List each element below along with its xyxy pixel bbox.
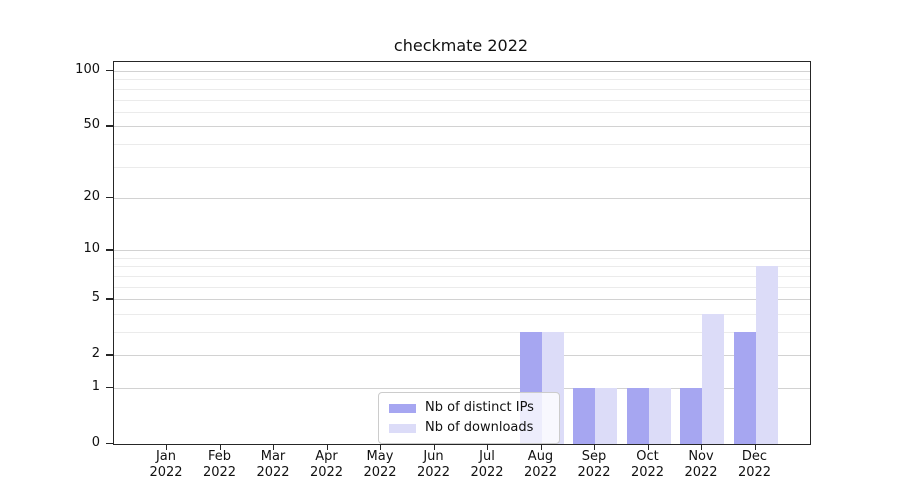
- plot-area: [113, 61, 811, 445]
- gridline-major-2: [114, 355, 810, 357]
- x-tick-label-jul: Jul 2022: [470, 449, 504, 480]
- y-tick-label-1: 1: [91, 379, 100, 394]
- gridline-minor-30: [114, 166, 810, 168]
- legend-swatch-distinct-ips-icon: [389, 403, 416, 413]
- x-tick-mark-sep: [594, 444, 596, 450]
- x-tick-mark-aug: [540, 444, 542, 450]
- legend-label-distinct-ips: Nb of distinct IPs: [425, 400, 534, 415]
- gridline-minor-4: [114, 313, 810, 315]
- y-tick-label-100: 100: [75, 62, 100, 77]
- bar-distinct-ips-nov: [680, 388, 702, 444]
- x-tick-mark-jun: [433, 444, 435, 450]
- x-tick-label-may: May 2022: [363, 449, 397, 480]
- bar-distinct-ips-oct: [626, 388, 649, 444]
- x-tick-label-dec: Dec 2022: [737, 449, 772, 480]
- y-tick-label-20: 20: [83, 188, 100, 204]
- legend: Nb of distinct IPs Nb of downloads: [378, 392, 560, 444]
- legend-item-downloads: Nb of downloads: [389, 421, 549, 435]
- gridline-minor-3: [114, 332, 810, 333]
- y-tick-mark-100: [106, 70, 113, 72]
- x-tick-label-feb: Feb 2022: [202, 449, 237, 480]
- x-tick-label-sep: Sep 2022: [577, 449, 611, 480]
- y-tick-label-50: 50: [83, 117, 100, 133]
- x-tick-label-aug: Aug 2022: [523, 449, 558, 480]
- y-tick-mark-50: [106, 125, 113, 127]
- chart-title: checkmate 2022: [393, 36, 529, 55]
- legend-item-distinct-ips: Nb of distinct IPs: [389, 401, 549, 415]
- gridline-minor-6: [114, 286, 810, 288]
- bar-downloads-dec: [755, 266, 778, 444]
- gridline-minor-70: [114, 99, 810, 101]
- x-tick-mark-dec: [754, 444, 756, 450]
- x-tick-mark-mar: [273, 444, 275, 450]
- gridline-minor-9: [114, 257, 810, 259]
- gridline-minor-7: [114, 275, 810, 277]
- x-tick-mark-oct: [647, 444, 649, 450]
- x-tick-label-mar: Mar 2022: [256, 449, 290, 480]
- y-tick-mark-0: [106, 443, 113, 445]
- bar-downloads-nov: [702, 313, 724, 444]
- x-tick-label-jun: Jun 2022: [416, 449, 451, 480]
- y-tick-label-0: 0: [91, 435, 100, 450]
- gridline-major-50: [114, 126, 810, 128]
- legend-label-downloads: Nb of downloads: [425, 420, 534, 435]
- y-tick-mark-5: [106, 298, 113, 300]
- x-tick-label-oct: Oct 2022: [630, 449, 665, 480]
- y-tick-label-10: 10: [83, 241, 100, 257]
- y-tick-mark-10: [106, 249, 113, 251]
- legend-swatch-downloads-icon: [389, 423, 416, 433]
- bar-distinct-ips-sep: [573, 388, 595, 444]
- y-tick-label-2: 2: [91, 346, 100, 362]
- x-tick-label-jan: Jan 2022: [149, 449, 183, 480]
- x-tick-mark-feb: [219, 444, 221, 450]
- y-tick-mark-20: [106, 196, 113, 199]
- gridline-minor-60: [114, 111, 810, 113]
- x-tick-mark-apr: [326, 444, 328, 450]
- gridline-minor-80: [114, 88, 810, 90]
- y-tick-mark-1: [106, 387, 113, 389]
- gridline-minor-90: [114, 79, 810, 81]
- gridline-major-5: [114, 299, 810, 301]
- gridline-minor-8: [114, 266, 810, 268]
- y-tick-label-5: 5: [91, 290, 100, 306]
- bar-distinct-ips-dec: [733, 332, 756, 444]
- y-tick-mark-2: [106, 354, 113, 356]
- gridline-major-100: [114, 71, 810, 72]
- x-tick-mark-may: [380, 444, 382, 450]
- gridline-major-1: [114, 388, 810, 389]
- bar-downloads-oct: [648, 388, 671, 444]
- gridline-minor-40: [114, 143, 810, 145]
- x-tick-mark-nov: [701, 444, 703, 450]
- x-tick-label-nov: Nov 2022: [684, 449, 718, 480]
- bar-downloads-sep: [595, 388, 617, 444]
- x-tick-mark-jan: [166, 444, 168, 450]
- gridline-major-10: [114, 250, 810, 252]
- x-tick-mark-jul: [487, 444, 489, 450]
- x-tick-label-apr: Apr 2022: [309, 449, 344, 480]
- gridline-major-20: [114, 197, 810, 199]
